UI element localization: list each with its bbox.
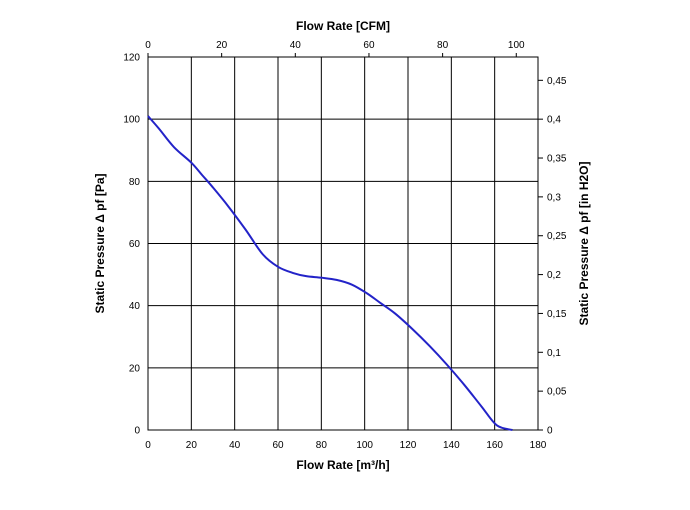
x-bottom-tick-label: 120 [400, 440, 417, 451]
x-bottom-tick-label: 60 [272, 440, 284, 451]
y-right-tick-label: 0,3 [547, 192, 561, 203]
y-left-tick-label: 120 [123, 53, 140, 64]
y-right-tick-label: 0,2 [547, 270, 561, 281]
y-left-tick-label: 60 [129, 239, 141, 250]
top-axis-title: Flow Rate [CFM] [296, 19, 390, 33]
x-top-tick-label: 60 [363, 40, 375, 51]
x-bottom-tick-label: 40 [229, 440, 241, 451]
y-right-tick-label: 0,35 [547, 154, 567, 165]
x-bottom-tick-label: 100 [356, 440, 373, 451]
x-top-tick-label: 0 [145, 40, 151, 51]
x-top-tick-label: 20 [216, 40, 228, 51]
y-right-tick-label: 0 [547, 426, 553, 437]
y-left-tick-label: 100 [123, 115, 140, 126]
y-right-tick-label: 0,05 [547, 387, 567, 398]
x-bottom-tick-label: 20 [186, 440, 198, 451]
x-bottom-tick-label: 180 [530, 440, 547, 451]
right-axis-title: Static Pressure Δ pf [in H2O] [577, 161, 591, 325]
y-right-tick-label: 0,1 [547, 348, 561, 359]
left-axis-title: Static Pressure Δ pf [Pa] [93, 173, 107, 313]
y-right-tick-label: 0,15 [547, 309, 567, 320]
y-left-tick-label: 80 [129, 177, 141, 188]
y-right-tick-label: 0,4 [547, 115, 561, 126]
ticks-layer: 0 20 40 60 80 100 120 140 160 1800204060801001200… [123, 40, 567, 451]
x-top-tick-label: 80 [437, 40, 449, 51]
y-right-tick-label: 0,25 [547, 231, 567, 242]
x-bottom-tick-label: 140 [443, 440, 460, 451]
x-top-tick-label: 40 [290, 40, 302, 51]
y-left-tick-label: 20 [129, 363, 141, 374]
plot-frame [147, 56, 539, 431]
grid-layer [147, 56, 539, 431]
series-layer [147, 115, 513, 431]
x-top-tick-label: 100 [508, 40, 525, 51]
x-bottom-tick-label: 160 [486, 440, 503, 451]
pressure-curve [147, 115, 513, 431]
x-bottom-tick-label: 0 [145, 440, 151, 451]
y-left-tick-label: 0 [134, 426, 140, 437]
bottom-axis-title: Flow Rate [m³/h] [296, 458, 389, 472]
y-right-tick-label: 0,45 [547, 76, 567, 87]
y-left-tick-label: 40 [129, 301, 141, 312]
x-bottom-tick-label: 80 [316, 440, 328, 451]
